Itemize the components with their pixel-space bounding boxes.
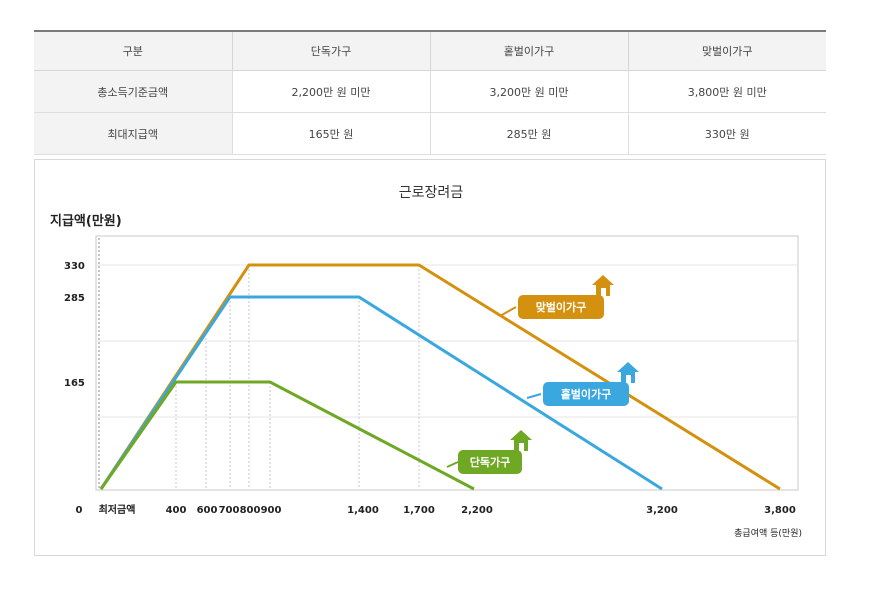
y-tick-label: 285	[64, 293, 85, 304]
series-label-leader	[446, 461, 459, 468]
series-label-box	[458, 450, 522, 474]
gridlines	[97, 238, 797, 489]
y-tick-label: 165	[64, 378, 85, 389]
series-label-box	[518, 295, 604, 319]
table-row: 최대지급액 165만 원 285만 원 330만 원	[34, 112, 826, 155]
table-cell: 3,800만 원 미만	[628, 70, 826, 113]
x-tick-label: 1,400	[347, 505, 379, 516]
table-header-cell: 맞벌이가구	[628, 30, 826, 71]
table-cell: 330만 원	[628, 112, 826, 155]
series-label: 맞벌이가구	[499, 275, 614, 319]
table-header-cell: 구분	[34, 30, 233, 71]
table-header-cell: 단독가구	[232, 30, 431, 71]
house-roof	[510, 430, 532, 440]
table-header-row: 구분 단독가구 홑벌이가구 맞벌이가구	[34, 30, 826, 71]
house-door	[601, 288, 606, 296]
series-label-text: 맞벌이가구	[536, 300, 587, 314]
house-door	[519, 443, 524, 451]
plot-area	[95, 235, 799, 491]
house-icon	[510, 430, 532, 451]
x-tick-label: 800	[240, 505, 261, 516]
series-label-leader	[526, 393, 542, 399]
table-row-header: 최대지급액	[34, 112, 233, 155]
x-tick-label: 600	[197, 505, 218, 516]
x-tick-label: 최저금액	[99, 503, 136, 516]
y-tick-label: 330	[64, 261, 85, 272]
table-row: 총소득기준금액 2,200만 원 미만 3,200만 원 미만 3,800만 원…	[34, 70, 826, 113]
house-icon	[617, 362, 639, 383]
x-tick-label: 1,700	[403, 505, 435, 516]
x-tick-label: 900	[261, 505, 282, 516]
house-icon	[592, 275, 614, 296]
x-ticks: 0 최저금액 400 600 700 800 900 1,400 1,700 2,200 3,200…	[76, 503, 796, 516]
table-cell: 2,200만 원 미만	[232, 70, 431, 113]
table-cell: 3,200만 원 미만	[430, 70, 629, 113]
series-lines	[99, 263, 781, 491]
benefit-table: 구분 단독가구 홑벌이가구 맞벌이가구 총소득기준금액 2,200만 원 미만 …	[34, 30, 826, 155]
table-cell: 165만 원	[232, 112, 431, 155]
chart-title: 근로장려금	[399, 185, 464, 201]
x-tick-label: 0	[76, 505, 83, 516]
house-door	[626, 375, 631, 383]
x-tick-label: 3,800	[764, 505, 796, 516]
x-tick-label: 2,200	[461, 505, 493, 516]
table-header-cell: 홑벌이가구	[430, 30, 629, 71]
series-label: 단독가구	[446, 430, 532, 474]
chart-container	[34, 159, 826, 556]
x-tick-label: 3,200	[646, 505, 678, 516]
x-tick-label: 700	[219, 505, 240, 516]
series-label-text: 단독가구	[470, 455, 510, 469]
series-label-leader	[499, 306, 517, 317]
y-ticks: 165 285 330	[64, 261, 85, 389]
x-tick-label: 400	[166, 505, 187, 516]
house-roof	[617, 362, 639, 372]
y-axis-title: 지급액(만원)	[50, 213, 122, 229]
series-line	[99, 263, 781, 491]
table-row-header: 총소득기준금액	[34, 70, 233, 113]
x-axis-title: 총급여액 등(만원)	[734, 527, 802, 539]
series-line	[99, 295, 663, 491]
house-roof	[592, 275, 614, 285]
series-label-box	[543, 382, 629, 406]
series-label: 홑벌이가구	[526, 362, 639, 406]
table-cell: 285만 원	[430, 112, 629, 155]
series-line	[99, 380, 475, 491]
series-label-text: 홑벌이가구	[561, 387, 612, 401]
